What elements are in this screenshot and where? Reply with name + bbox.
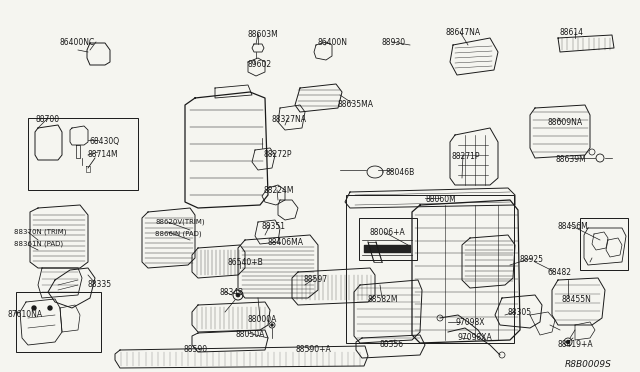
Text: 88305: 88305 xyxy=(508,308,532,317)
Bar xyxy=(346,195,514,343)
Text: 88614: 88614 xyxy=(560,28,584,37)
Text: 86540+B: 86540+B xyxy=(227,258,263,267)
Text: 88597: 88597 xyxy=(303,275,327,284)
Text: 88609NA: 88609NA xyxy=(548,118,583,127)
Text: 88050A: 88050A xyxy=(235,330,264,339)
Text: 88361N (PAD): 88361N (PAD) xyxy=(14,240,63,247)
Text: 86400N: 86400N xyxy=(318,38,348,47)
Text: 89602: 89602 xyxy=(248,60,272,69)
Text: 8866IN (PAD): 8866IN (PAD) xyxy=(155,230,202,237)
Text: 88060M: 88060M xyxy=(425,195,456,204)
Text: 88590+A: 88590+A xyxy=(295,345,331,354)
Circle shape xyxy=(271,324,273,326)
Bar xyxy=(16,292,101,352)
Text: 88635MA: 88635MA xyxy=(338,100,374,109)
Circle shape xyxy=(236,293,240,297)
Text: 88419+A: 88419+A xyxy=(558,340,594,349)
Text: 87610NA: 87610NA xyxy=(8,310,43,319)
Circle shape xyxy=(32,306,36,310)
Text: 88006+A: 88006+A xyxy=(370,228,406,237)
Text: 88456M: 88456M xyxy=(557,222,588,231)
Text: 88714M: 88714M xyxy=(88,150,118,159)
Text: 88000A: 88000A xyxy=(248,315,277,324)
Text: 88620V(TRIM): 88620V(TRIM) xyxy=(155,218,205,224)
Circle shape xyxy=(566,340,570,343)
Text: 88271P: 88271P xyxy=(451,152,479,161)
Text: 97098XA: 97098XA xyxy=(458,333,493,342)
Text: 88272P: 88272P xyxy=(264,150,292,159)
Text: 88603M: 88603M xyxy=(248,30,279,39)
Circle shape xyxy=(48,306,52,310)
Text: 88327NA: 88327NA xyxy=(272,115,307,124)
Text: R8B0009S: R8B0009S xyxy=(565,360,612,369)
Bar xyxy=(359,218,417,260)
Text: 88406MA: 88406MA xyxy=(268,238,304,247)
Bar xyxy=(28,118,138,190)
Text: 88351: 88351 xyxy=(262,222,286,231)
Text: 88370N (TRIM): 88370N (TRIM) xyxy=(14,228,67,234)
Text: 88356: 88356 xyxy=(380,340,404,349)
Text: 88455N: 88455N xyxy=(562,295,592,304)
Text: 97098X: 97098X xyxy=(455,318,484,327)
Text: 88224M: 88224M xyxy=(264,186,294,195)
Bar xyxy=(580,218,628,270)
Text: 86400NC: 86400NC xyxy=(60,38,95,47)
Text: 88046B: 88046B xyxy=(385,168,414,177)
Text: 88700: 88700 xyxy=(36,115,60,124)
Text: 88582M: 88582M xyxy=(368,295,399,304)
Text: 88925: 88925 xyxy=(520,255,544,264)
Text: 68430Q: 68430Q xyxy=(90,137,120,146)
Text: 88590: 88590 xyxy=(183,345,207,354)
Text: 88343: 88343 xyxy=(220,288,244,297)
Text: 88647NA: 88647NA xyxy=(445,28,480,37)
Text: 88639M: 88639M xyxy=(556,155,587,164)
Text: 88335: 88335 xyxy=(88,280,112,289)
Text: 88930: 88930 xyxy=(381,38,405,47)
Text: 68482: 68482 xyxy=(548,268,572,277)
